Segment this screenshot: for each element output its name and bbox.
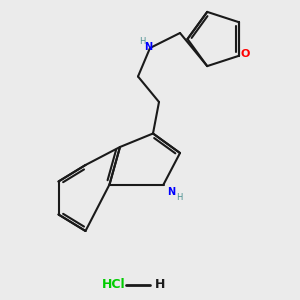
Text: HCl: HCl [102, 278, 126, 292]
Text: N: N [144, 42, 153, 52]
Text: H: H [155, 278, 166, 292]
Text: H: H [139, 37, 146, 46]
Text: N: N [167, 187, 175, 197]
Text: O: O [241, 49, 250, 59]
Text: H: H [176, 193, 183, 202]
